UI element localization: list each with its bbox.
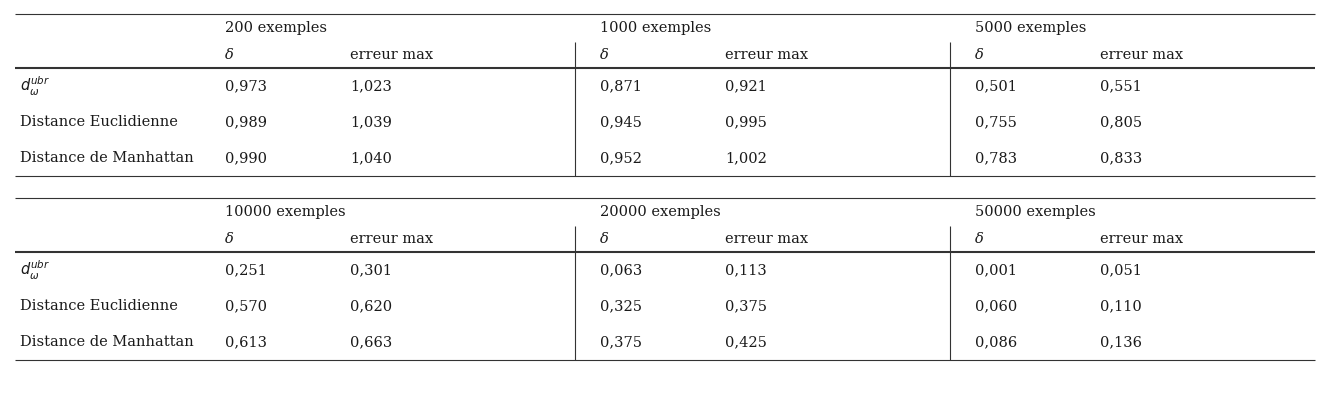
Text: erreur max: erreur max — [1101, 48, 1183, 62]
Text: 50000 exemples: 50000 exemples — [975, 205, 1095, 219]
Text: 0,945: 0,945 — [599, 115, 642, 129]
Text: 1,002: 1,002 — [725, 151, 766, 165]
Text: 0,613: 0,613 — [225, 335, 267, 349]
Text: 0,251: 0,251 — [225, 263, 267, 277]
Text: 0,425: 0,425 — [725, 335, 766, 349]
Text: 0,110: 0,110 — [1101, 299, 1142, 313]
Text: 0,995: 0,995 — [725, 115, 766, 129]
Text: 20000 exemples: 20000 exemples — [599, 205, 721, 219]
Text: 0,063: 0,063 — [599, 263, 642, 277]
Text: 0,086: 0,086 — [975, 335, 1017, 349]
Text: 0,871: 0,871 — [599, 79, 642, 93]
Text: Distance de Manhattan: Distance de Manhattan — [20, 335, 194, 349]
Text: 0,805: 0,805 — [1101, 115, 1142, 129]
Text: 0,060: 0,060 — [975, 299, 1017, 313]
Text: 0,833: 0,833 — [1101, 151, 1142, 165]
Text: 1,039: 1,039 — [350, 115, 392, 129]
Text: δ: δ — [599, 232, 609, 246]
Text: δ: δ — [975, 48, 984, 62]
Text: 0,375: 0,375 — [725, 299, 766, 313]
Text: Distance Euclidienne: Distance Euclidienne — [20, 299, 178, 313]
Text: erreur max: erreur max — [350, 232, 434, 246]
Text: 0,301: 0,301 — [350, 263, 392, 277]
Text: 0,136: 0,136 — [1101, 335, 1142, 349]
Text: 0,663: 0,663 — [350, 335, 392, 349]
Text: 0,001: 0,001 — [975, 263, 1017, 277]
Text: δ: δ — [599, 48, 609, 62]
Text: $d_{\omega}^{ubr}$: $d_{\omega}^{ubr}$ — [20, 259, 50, 282]
Text: erreur max: erreur max — [725, 48, 808, 62]
Text: erreur max: erreur max — [350, 48, 434, 62]
Text: 0,921: 0,921 — [725, 79, 766, 93]
Text: 0,755: 0,755 — [975, 115, 1017, 129]
Text: 0,620: 0,620 — [350, 299, 392, 313]
Text: 0,973: 0,973 — [225, 79, 267, 93]
Text: 1,023: 1,023 — [350, 79, 392, 93]
Text: Distance de Manhattan: Distance de Manhattan — [20, 151, 194, 165]
Text: 0,990: 0,990 — [225, 151, 267, 165]
Text: δ: δ — [225, 48, 233, 62]
Text: 0,952: 0,952 — [599, 151, 642, 165]
Text: 1000 exemples: 1000 exemples — [599, 21, 711, 35]
Text: δ: δ — [975, 232, 984, 246]
Text: 0,570: 0,570 — [225, 299, 267, 313]
Text: 200 exemples: 200 exemples — [225, 21, 328, 35]
Text: erreur max: erreur max — [1101, 232, 1183, 246]
Text: 10000 exemples: 10000 exemples — [225, 205, 346, 219]
Text: 0,325: 0,325 — [599, 299, 642, 313]
Text: $d_{\omega}^{ubr}$: $d_{\omega}^{ubr}$ — [20, 74, 50, 97]
Text: 5000 exemples: 5000 exemples — [975, 21, 1086, 35]
Text: 0,989: 0,989 — [225, 115, 267, 129]
Text: 0,051: 0,051 — [1101, 263, 1142, 277]
Text: erreur max: erreur max — [725, 232, 808, 246]
Text: 1,040: 1,040 — [350, 151, 392, 165]
Text: 0,501: 0,501 — [975, 79, 1017, 93]
Text: 0,551: 0,551 — [1101, 79, 1142, 93]
Text: 0,113: 0,113 — [725, 263, 766, 277]
Text: 0,375: 0,375 — [599, 335, 642, 349]
Text: Distance Euclidienne: Distance Euclidienne — [20, 115, 178, 129]
Text: 0,783: 0,783 — [975, 151, 1017, 165]
Text: δ: δ — [225, 232, 233, 246]
